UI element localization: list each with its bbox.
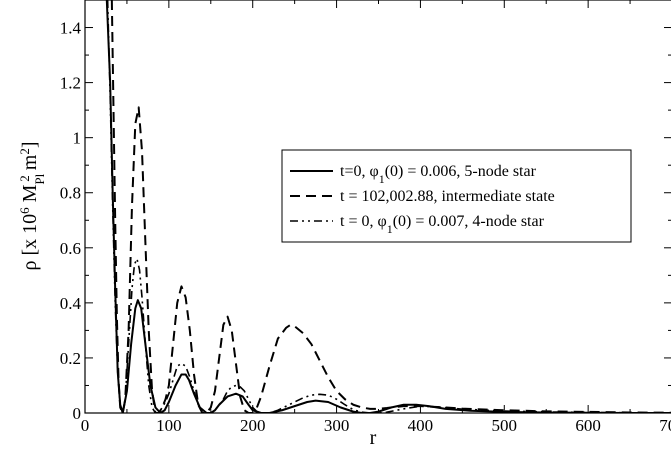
x-axis-ticks: 0 100 200 300 400 500 600 700: [81, 0, 671, 435]
y-tick-label: 0.6: [60, 239, 81, 258]
y-axis-ticks: 0 0.2 0.4 0.6 0.8 1 1.2 1.4: [60, 19, 671, 423]
x-axis-label: r: [370, 427, 377, 449]
x-tick-label: 0: [81, 416, 90, 435]
y-tick-label: 1.4: [60, 19, 82, 38]
y-tick-label: 0.8: [60, 184, 81, 203]
y-axis-label: ρ [x 106 MPl2 m2]: [17, 141, 47, 270]
x-tick-label: 600: [575, 416, 601, 435]
legend: t=0, φ1(0) = 0.006, 5-node star t = 102,…: [281, 149, 632, 243]
series-line-dash: [110, 0, 671, 413]
y-tick-label: 1: [73, 129, 82, 148]
x-tick-label: 200: [240, 416, 266, 435]
x-tick-label: 400: [408, 416, 434, 435]
legend-box: [281, 149, 632, 243]
x-tick-label: 100: [156, 416, 182, 435]
legend-entry-2: t = 102,002.88, intermediate state: [340, 188, 555, 205]
y-tick-label: 0.2: [60, 349, 81, 368]
y-tick-label: 0: [73, 404, 82, 423]
x-tick-label: 700: [659, 416, 671, 435]
x-tick-label: 300: [324, 416, 350, 435]
x-tick-label: 500: [492, 416, 518, 435]
y-tick-label: 0.4: [60, 294, 82, 313]
series-line-solid: [105, 0, 671, 413]
y-tick-label: 1.2: [60, 74, 81, 93]
legend-entry-3: t = 0, φ1(0) = 0.007, 4-node star: [340, 213, 545, 236]
legend-entry-1: t=0, φ1(0) = 0.006, 5-node star: [340, 163, 537, 186]
